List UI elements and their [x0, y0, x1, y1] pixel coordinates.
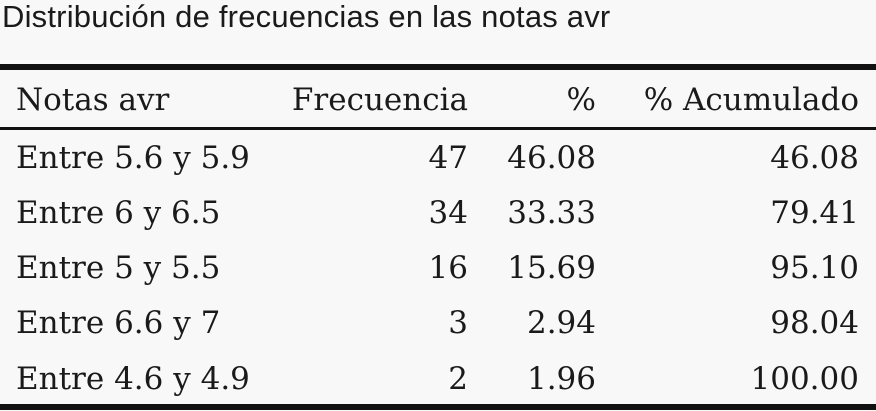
- header-acumulado: % Acumulado: [643, 82, 859, 118]
- cell-porcentaje: 1.96: [526, 361, 596, 397]
- cell-acumulado: 46.08: [770, 140, 859, 176]
- table-top-rule: [0, 64, 876, 70]
- cell-acumulado: 100.00: [750, 361, 859, 397]
- cell-notas: Entre 6.6 y 7: [16, 305, 221, 341]
- cell-porcentaje: 2.94: [526, 305, 596, 341]
- cell-acumulado: 98.04: [770, 305, 859, 341]
- cell-frecuencia: 2: [448, 361, 468, 397]
- cell-porcentaje: 33.33: [507, 195, 596, 231]
- table-bottom-rule: [0, 404, 876, 410]
- cell-frecuencia: 3: [448, 305, 468, 341]
- header-porcentaje: %: [566, 82, 596, 118]
- header-notas: Notas avr: [16, 82, 170, 118]
- cell-frecuencia: 34: [428, 195, 468, 231]
- cell-frecuencia: 16: [428, 250, 468, 286]
- table-caption: Distribución de frecuencias en las notas…: [2, 0, 611, 34]
- cell-acumulado: 95.10: [770, 250, 859, 286]
- cell-acumulado: 79.41: [770, 195, 859, 231]
- cell-porcentaje: 15.69: [507, 250, 596, 286]
- cell-notas: Entre 4.6 y 4.9: [16, 361, 250, 397]
- cell-notas: Entre 5.6 y 5.9: [16, 140, 250, 176]
- table-header-rule: [0, 127, 876, 130]
- cell-porcentaje: 46.08: [507, 140, 596, 176]
- header-frecuencia: Frecuencia: [291, 82, 468, 118]
- cell-notas: Entre 6 y 6.5: [16, 195, 221, 231]
- cell-notas: Entre 5 y 5.5: [16, 250, 221, 286]
- cell-frecuencia: 47: [428, 140, 468, 176]
